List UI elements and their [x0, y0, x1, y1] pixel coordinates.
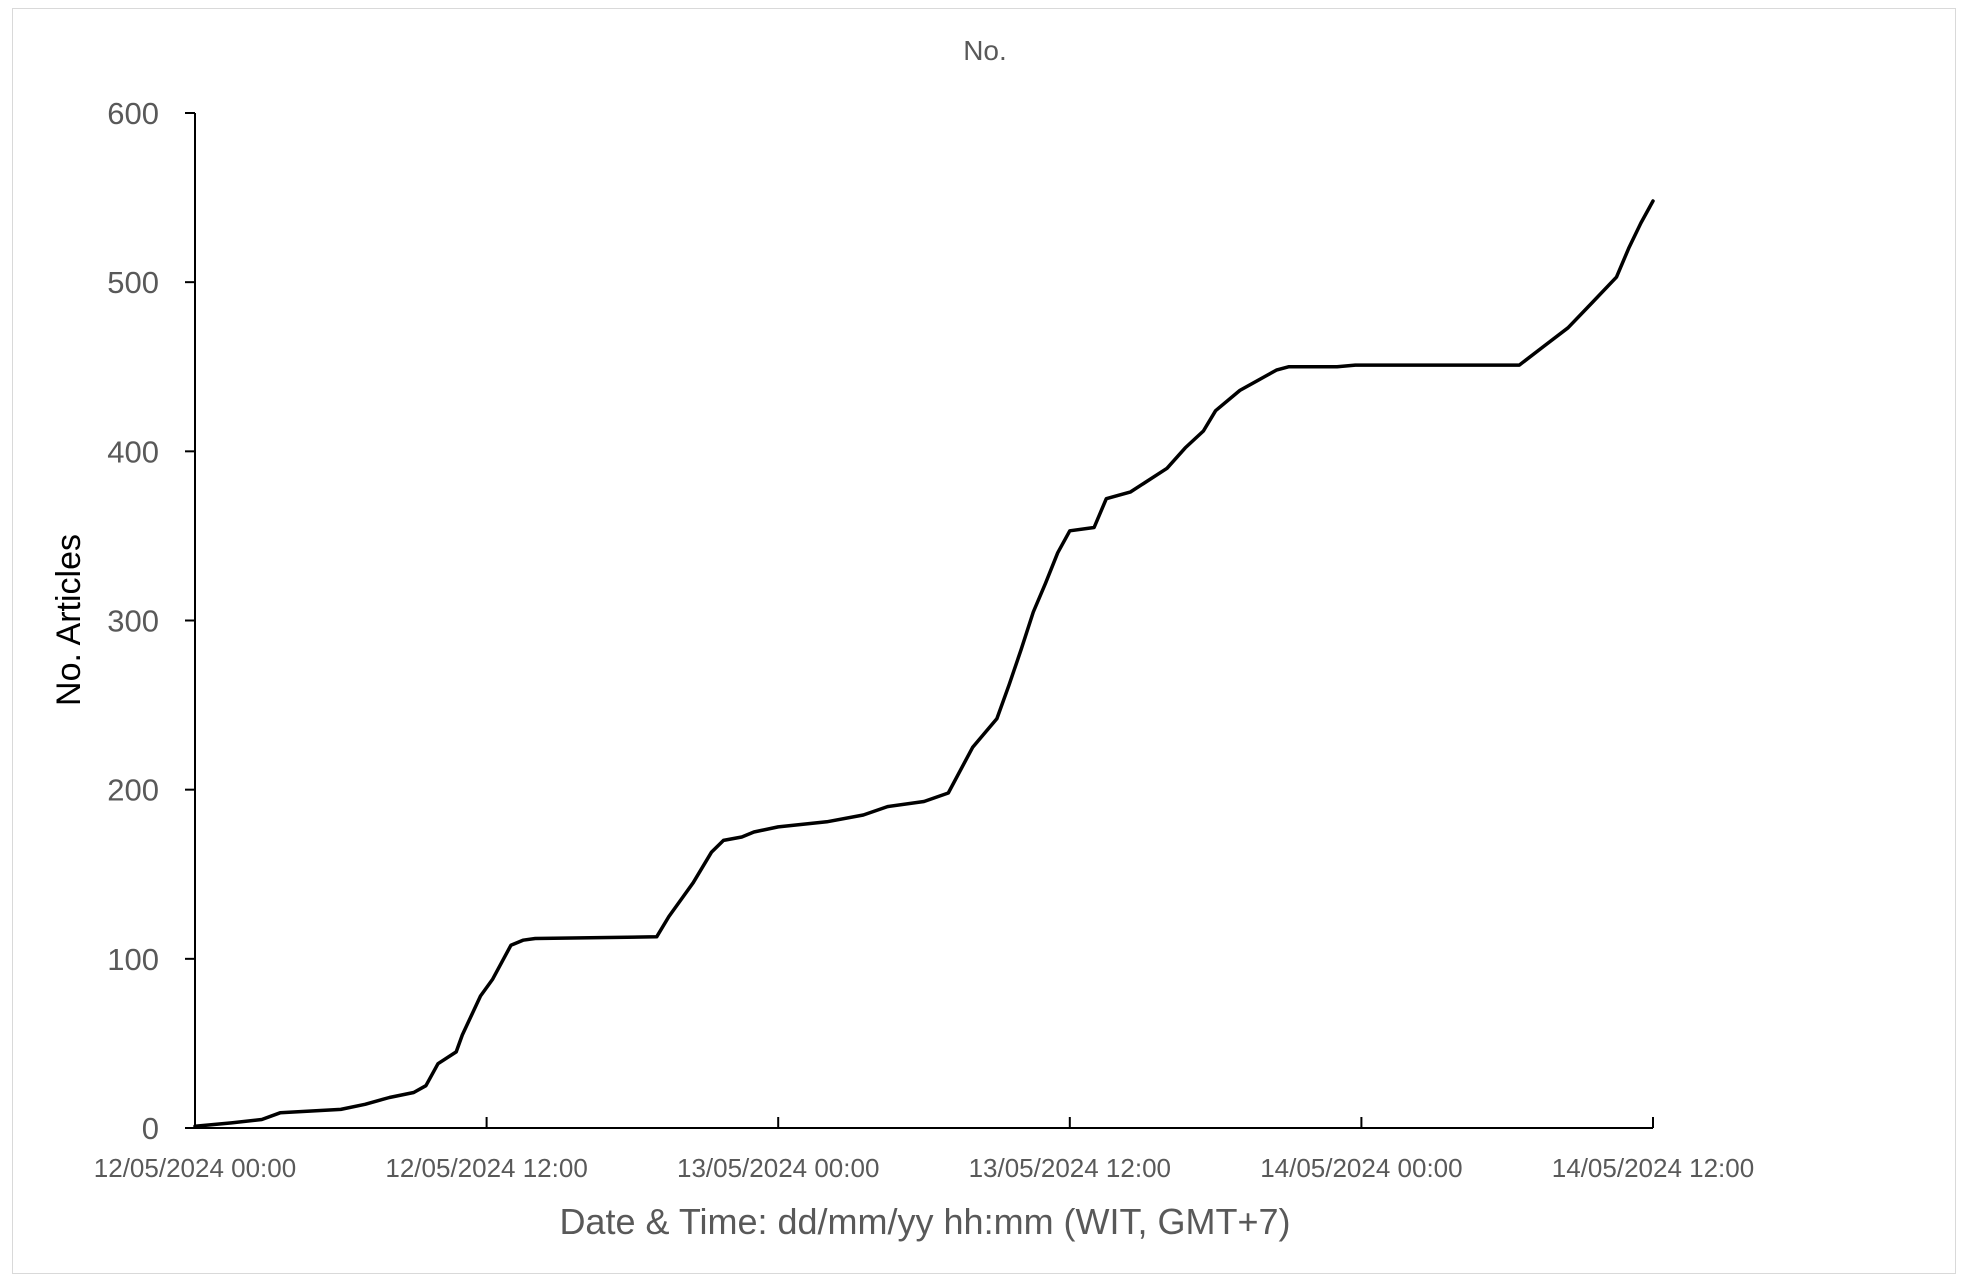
chart-title: No. — [963, 35, 1007, 66]
y-tick-label: 300 — [107, 604, 159, 639]
y-tick-label: 600 — [107, 96, 159, 131]
x-axis-label: Date & Time: dd/mm/yy hh:mm (WIT, GMT+7) — [559, 1201, 1290, 1242]
y-tick-label: 100 — [107, 942, 159, 977]
x-tick-label: 14/05/2024 12:00 — [1552, 1153, 1754, 1183]
y-axis-label: No. Articles — [50, 534, 88, 706]
x-tick-label: 14/05/2024 00:00 — [1260, 1153, 1462, 1183]
y-tick-label: 200 — [107, 773, 159, 808]
y-tick-label: 500 — [107, 265, 159, 300]
x-tick-label: 13/05/2024 12:00 — [969, 1153, 1171, 1183]
y-tick-label: 400 — [107, 434, 159, 469]
y-axis: 0 100 200 300 400 500 600 — [107, 96, 195, 1146]
y-tick-label: 0 — [142, 1111, 159, 1146]
x-tick-label: 12/05/2024 00:00 — [94, 1153, 296, 1183]
x-axis: 12/05/2024 00:00 12/05/2024 12:00 13/05/20… — [94, 1117, 1754, 1183]
series-group — [193, 199, 1655, 1129]
x-tick-label: 13/05/2024 00:00 — [677, 1153, 879, 1183]
series-line — [193, 199, 1655, 1129]
x-tick-label: 12/05/2024 12:00 — [385, 1153, 587, 1183]
